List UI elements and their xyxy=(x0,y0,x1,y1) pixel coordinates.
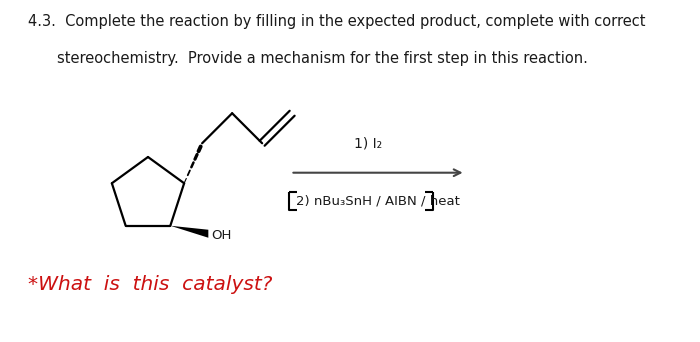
Text: 4.3.  Complete the reaction by filling in the expected product, complete with co: 4.3. Complete the reaction by filling in… xyxy=(28,14,645,29)
Polygon shape xyxy=(170,226,209,238)
Text: OH: OH xyxy=(211,229,232,242)
Text: *What  is  this  catalyst?: *What is this catalyst? xyxy=(28,276,272,294)
Text: stereochemistry.  Provide a mechanism for the first step in this reaction.: stereochemistry. Provide a mechanism for… xyxy=(57,51,588,66)
Text: 1) I₂: 1) I₂ xyxy=(354,137,382,151)
Text: 2) nBu₃SnH / AIBN / heat: 2) nBu₃SnH / AIBN / heat xyxy=(297,194,461,207)
